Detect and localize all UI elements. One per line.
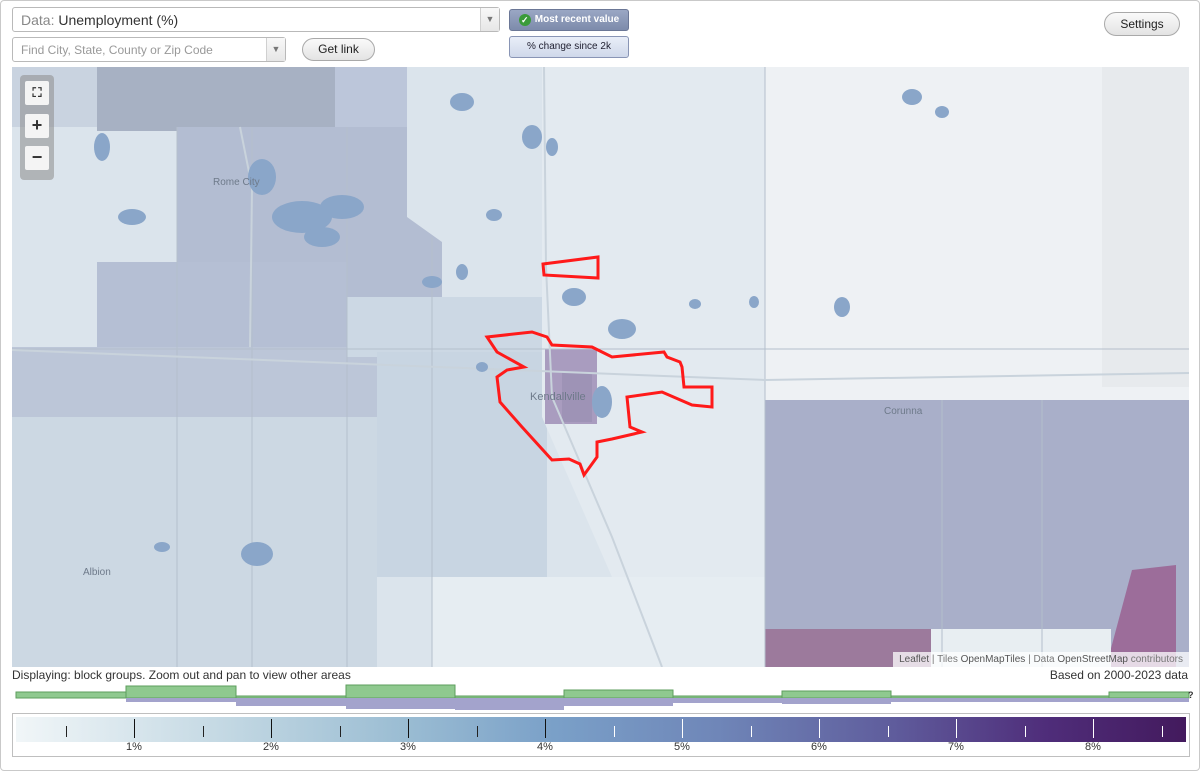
legend-tick-label: 4% [537, 741, 553, 753]
data-select-label: Data: [21, 12, 55, 28]
legend-minor-tick [750, 726, 752, 737]
legend-minor-tick [613, 726, 615, 737]
map-layers [12, 67, 1189, 667]
legend-minor-tick [339, 726, 341, 737]
region-ne-gray [1102, 67, 1189, 387]
histogram-negative-bars [126, 698, 1189, 710]
histogram-help-icon[interactable]: ? [1188, 690, 1194, 700]
settings-button[interactable]: Settings [1104, 12, 1180, 36]
legend-tick-label: 7% [948, 741, 964, 753]
place-label-corunna: Corunna [884, 406, 923, 417]
region-far-se-magenta [1106, 565, 1176, 667]
legend-minor-tick [1161, 726, 1163, 737]
legend-tick-label: 2% [263, 741, 279, 753]
zoom-in-button[interactable]: + [25, 114, 49, 138]
legend-tick-label: 1% [126, 741, 142, 753]
data-select[interactable]: Data: Unemployment (%) ▼ [12, 7, 500, 32]
color-legend: 1% 2% 3% 4% 5% 6% 7% 8% [12, 713, 1190, 757]
legend-gradient [16, 717, 1186, 742]
place-label-albion: Albion [83, 567, 111, 578]
legend-major-tick [682, 719, 683, 738]
most-recent-toggle[interactable]: ✓ Most recent value [509, 9, 629, 31]
legend-tick-label: 6% [811, 741, 827, 753]
most-recent-label: Most recent value [534, 14, 620, 25]
pct-change-toggle[interactable]: % change since 2k [509, 36, 629, 58]
search-input[interactable] [13, 38, 263, 61]
map-canvas[interactable]: Rome City Kendallville Corunna Albion ⛶ … [12, 67, 1189, 667]
legend-major-tick [134, 719, 135, 738]
legend-minor-tick [1024, 726, 1026, 737]
location-search[interactable]: ▼ [12, 37, 286, 62]
osm-link[interactable]: OpenStreetMap [1057, 654, 1128, 665]
leaflet-link[interactable]: Leaflet [899, 654, 930, 665]
legend-minor-tick [202, 726, 204, 737]
legend-major-tick [545, 719, 546, 738]
highlighted-area-outline [484, 255, 714, 479]
legend-tick-label: 5% [674, 741, 690, 753]
map-attribution: Leaflet | Tiles OpenMapTiles | Data Open… [893, 652, 1189, 667]
checkmark-icon: ✓ [518, 14, 531, 26]
legend-major-tick [1093, 719, 1094, 738]
lakes [94, 89, 949, 566]
place-label-kendallville: Kendallville [530, 391, 586, 403]
legend-minor-tick [476, 726, 478, 737]
openmaptiles-link[interactable]: OpenMapTiles [960, 654, 1026, 665]
legend-major-tick [271, 719, 272, 738]
legend-major-tick [819, 719, 820, 738]
data-range-text: Based on 2000-2023 data [1049, 668, 1188, 682]
legend-tick-label: 8% [1085, 741, 1101, 753]
data-select-value: Unemployment (%) [58, 12, 179, 28]
legend-tick-label: 3% [400, 741, 416, 753]
place-label-rome-city: Rome City [213, 177, 260, 188]
zoom-out-button[interactable]: − [25, 146, 49, 170]
region-nw-dark [97, 67, 335, 131]
status-text: Displaying: block groups. Zoom out and p… [12, 668, 351, 682]
legend-minor-tick [65, 726, 67, 737]
fullscreen-icon[interactable]: ⛶ [25, 81, 49, 105]
legend-major-tick [956, 719, 957, 738]
legend-minor-tick [887, 726, 889, 737]
chevron-down-icon[interactable]: ▼ [266, 38, 285, 61]
chevron-down-icon[interactable]: ▼ [480, 8, 499, 31]
get-link-button[interactable]: Get link [302, 38, 375, 61]
distribution-histogram [15, 684, 1190, 710]
histogram-positive-bars [15, 684, 1190, 699]
legend-major-tick [408, 719, 409, 738]
zoom-control: ⛶ + − [20, 75, 54, 180]
